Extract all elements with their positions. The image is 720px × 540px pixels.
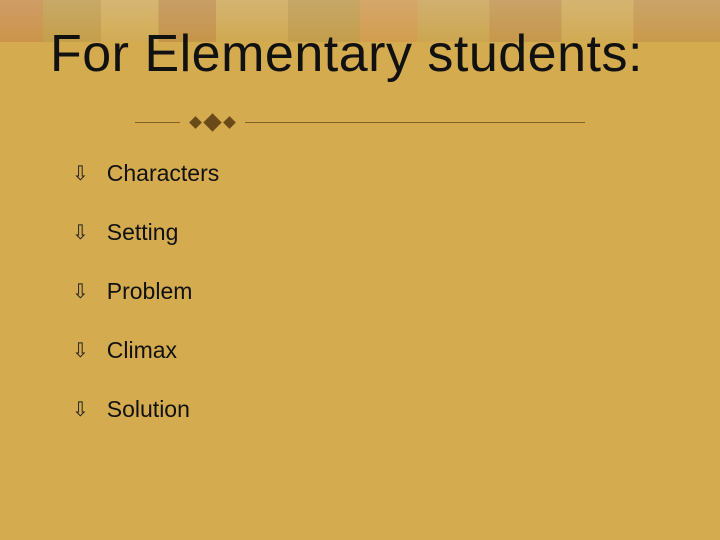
bullet-list: ⇩ Characters ⇩ Setting ⇩ Problem ⇩ Clima…: [72, 160, 219, 455]
list-item: ⇩ Characters: [72, 160, 219, 187]
list-item: ⇩ Solution: [72, 396, 219, 423]
list-item: ⇩ Climax: [72, 337, 219, 364]
list-item-label: Solution: [107, 396, 190, 423]
arrow-down-icon: ⇩: [72, 282, 89, 302]
slide-title: For Elementary students:: [50, 24, 643, 84]
divider-diamond-small-left: [189, 116, 202, 129]
divider-line-right: [245, 122, 585, 123]
list-item: ⇩ Problem: [72, 278, 219, 305]
arrow-down-icon: ⇩: [72, 341, 89, 361]
title-divider: [0, 116, 720, 129]
list-item-label: Characters: [107, 160, 219, 187]
list-item-label: Problem: [107, 278, 193, 305]
divider-diamond-big: [203, 113, 221, 131]
list-item: ⇩ Setting: [72, 219, 219, 246]
arrow-down-icon: ⇩: [72, 164, 89, 184]
divider-line-left: [135, 122, 180, 123]
list-item-label: Setting: [107, 219, 179, 246]
arrow-down-icon: ⇩: [72, 223, 89, 243]
divider-diamond-small-right: [223, 116, 236, 129]
arrow-down-icon: ⇩: [72, 400, 89, 420]
list-item-label: Climax: [107, 337, 177, 364]
